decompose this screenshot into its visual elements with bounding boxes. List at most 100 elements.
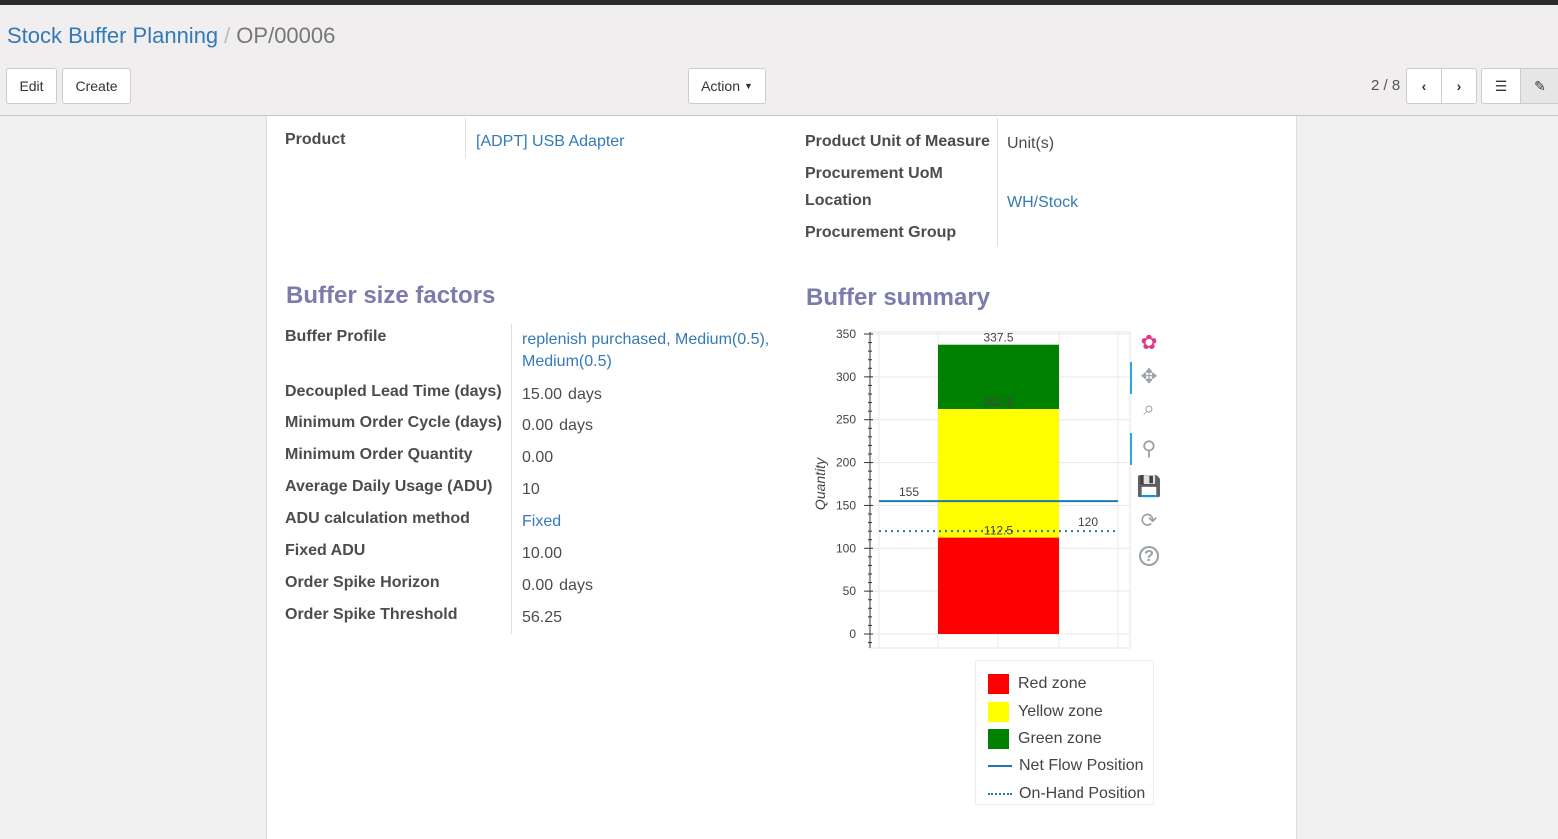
product-label: Product: [285, 131, 346, 148]
proc-uom-label: Procurement UoM: [805, 165, 943, 182]
breadcrumb-current: OP/00006: [236, 23, 336, 48]
legend-item: Net Flow Position: [988, 757, 1144, 775]
legend-item: Green zone: [988, 729, 1102, 750]
factor-value[interactable]: Fixed: [522, 511, 782, 533]
chevron-right-icon: ›: [1456, 78, 1462, 94]
zone-bar: [938, 537, 1059, 634]
pager-previous-button[interactable]: ‹: [1406, 68, 1442, 104]
legend-swatch: [988, 701, 1009, 722]
chevron-left-icon: ‹: [1421, 78, 1427, 94]
legend-label: Green zone: [1018, 730, 1102, 748]
box-zoom-icon[interactable]: ⌕: [1143, 398, 1155, 420]
factor-value-text: 10: [522, 481, 540, 498]
active-tool-indicator: [1130, 362, 1132, 394]
uom-label: Product Unit of Measure: [805, 133, 990, 150]
divider: [465, 118, 466, 158]
action-label: Action: [701, 78, 740, 94]
factor-label: Minimum Order Quantity: [285, 446, 473, 463]
chart-toolbar: ✿ ✥ ⌕ ⚲ 💾 ⟳?: [1130, 328, 1170, 578]
pager-next-button[interactable]: ›: [1441, 68, 1477, 104]
line-label: 120: [1078, 515, 1098, 529]
zone-label: 337.5: [983, 331, 1013, 345]
factor-label: Order Spike Threshold: [285, 606, 458, 623]
legend-label: Yellow zone: [1018, 702, 1103, 720]
legend-item: Yellow zone: [988, 701, 1103, 722]
y-tick-label: 300: [836, 370, 856, 384]
help-icon[interactable]: ?: [1139, 546, 1159, 566]
factor-value: 56.25: [522, 607, 782, 629]
location-label: Location: [805, 192, 872, 209]
form-view-button[interactable]: ✎: [1520, 68, 1558, 104]
pan-icon[interactable]: ✥: [1140, 366, 1158, 388]
breadcrumb: Stock Buffer Planning / OP/00006: [7, 23, 335, 49]
location-value[interactable]: WH/Stock: [1007, 194, 1079, 211]
y-tick-label: 150: [836, 498, 856, 512]
y-tick-label: 350: [836, 327, 856, 341]
reset-icon[interactable]: ⟳: [1140, 510, 1158, 532]
control-panel: Stock Buffer Planning / OP/00006 Edit Crea…: [0, 5, 1558, 116]
factor-unit: days: [559, 417, 593, 434]
factor-label: Order Spike Horizon: [285, 574, 440, 591]
buffer-factors-title: Buffer size factors: [286, 282, 496, 309]
list-icon: ☰: [1494, 77, 1508, 94]
legend-label: Net Flow Position: [1019, 757, 1144, 775]
legend-line-swatch: [988, 792, 1012, 795]
zone-label: 112.5: [984, 524, 1013, 538]
zone-bar: [938, 344, 1059, 409]
factor-value-text: 0.00: [522, 417, 554, 434]
factor-label: Decoupled Lead Time (days): [285, 383, 502, 400]
factor-value-text: 56.25: [522, 609, 563, 626]
factor-label: Buffer Profile: [285, 328, 387, 345]
factor-value[interactable]: replenish purchased, Medium(0.5), Medium…: [522, 329, 782, 373]
factor-value: 10.00: [522, 543, 782, 565]
factor-value-text: 10.00: [522, 545, 563, 562]
factor-value: 0.00 days: [522, 575, 782, 597]
divider: [997, 118, 998, 246]
divider: [511, 324, 512, 634]
buffer-summary-title: Buffer summary: [806, 284, 991, 311]
legend-label: On-Hand Position: [1019, 784, 1146, 802]
save-icon[interactable]: 💾: [1136, 476, 1162, 498]
factor-label: ADU calculation method: [285, 510, 470, 527]
factor-value: 15.00 days: [522, 384, 782, 406]
zone-label: 262.5: [983, 395, 1013, 409]
factor-value: 0.00: [522, 447, 782, 469]
legend-swatch: [988, 729, 1009, 750]
edit-button[interactable]: Edit: [6, 68, 57, 104]
list-view-button[interactable]: ☰: [1481, 68, 1521, 104]
factor-value-text: 0.00: [522, 577, 554, 594]
factor-value-text: Fixed: [522, 513, 562, 530]
factor-value-text: 0.00: [522, 449, 554, 466]
zone-bar: [938, 409, 1059, 538]
legend-line-swatch: [988, 765, 1012, 768]
edit-icon: ✎: [1534, 77, 1546, 94]
product-value[interactable]: [ADPT] USB Adapter: [476, 133, 625, 150]
pager-value: 2 / 8: [1371, 77, 1401, 94]
factor-label: Fixed ADU: [285, 542, 366, 559]
buffer-chart: 0 50 100 150 200 250 300 350 Quantity 112.5 262.5 3…: [812, 327, 1131, 649]
line-label: 155: [899, 485, 919, 499]
create-button[interactable]: Create: [62, 68, 131, 104]
factor-value-text: replenish purchased, Medium(0.5), Medium…: [522, 331, 770, 370]
chart-legend: Red zone Yellow zone Green zone Net Flow Po…: [975, 660, 1154, 805]
action-dropdown[interactable]: Action ▼: [688, 68, 766, 104]
factor-unit: days: [559, 577, 593, 594]
factor-value: 10: [522, 479, 782, 501]
proc-group-label: Procurement Group: [805, 224, 957, 241]
factor-unit: days: [568, 386, 602, 403]
factor-value: 0.00 days: [522, 415, 782, 437]
y-tick-label: 0: [849, 627, 856, 641]
breadcrumb-parent[interactable]: Stock Buffer Planning: [7, 23, 219, 48]
wheel-zoom-icon[interactable]: ⚲: [1141, 438, 1157, 460]
factor-value-text: 15.00: [522, 386, 563, 403]
factor-label: Average Daily Usage (ADU): [285, 478, 493, 495]
bokeh-logo-icon: ✿: [1140, 332, 1158, 354]
uom-value: Unit(s): [1007, 135, 1055, 152]
y-tick-label: 200: [836, 456, 856, 470]
caret-down-icon: ▼: [744, 81, 753, 91]
y-tick-label: 100: [836, 541, 856, 555]
active-tool-indicator: [1130, 433, 1132, 465]
breadcrumb-separator: /: [224, 23, 231, 48]
factor-label: Minimum Order Cycle (days): [285, 414, 502, 431]
top-bar: [0, 0, 1558, 5]
